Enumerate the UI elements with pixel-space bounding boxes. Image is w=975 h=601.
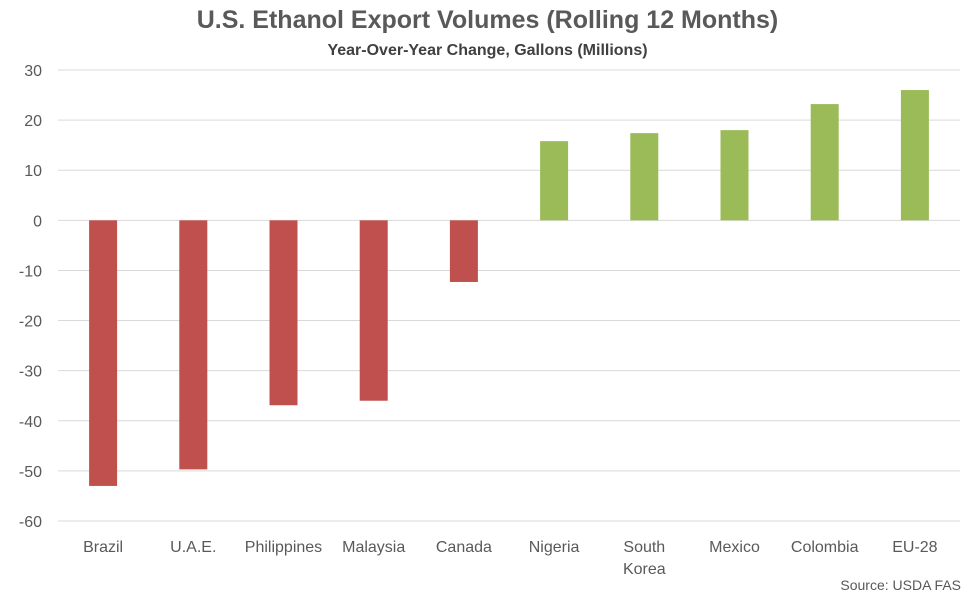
bar	[810, 104, 839, 221]
bars	[89, 90, 929, 486]
y-tick-label: -10	[19, 263, 42, 280]
y-axis-ticks: 30 20 10 0 -10 -20 -30 -40 -50 -60	[19, 63, 42, 531]
x-category-label: Malaysia	[342, 539, 405, 556]
bar	[900, 90, 929, 221]
x-category-label: Brazil	[83, 539, 123, 556]
y-tick-label: 30	[24, 63, 42, 80]
chart-title: U.S. Ethanol Export Volumes (Rolling 12 …	[196, 6, 779, 34]
source-note: Source: USDA FAS	[840, 577, 961, 593]
bar	[540, 141, 569, 221]
bar	[449, 220, 478, 282]
x-category-label: Philippines	[245, 539, 322, 556]
x-category-label: EU-28	[892, 539, 937, 556]
grid-lines	[58, 69, 960, 522]
x-axis-categories: Brazil U.A.E. Philippines Malaysia Canada Nig…	[83, 539, 938, 578]
bar	[720, 130, 749, 221]
y-tick-label: 20	[24, 113, 42, 130]
y-tick-label: -30	[19, 364, 42, 381]
x-category-label: Canada	[436, 539, 492, 556]
bar	[179, 220, 208, 470]
x-category-label: South Korea	[623, 539, 666, 578]
bar	[269, 220, 298, 406]
y-tick-label: -40	[19, 414, 42, 431]
chart-subtitle: Year-Over-Year Change, Gallons (Millions…	[327, 42, 648, 59]
y-tick-label: 10	[24, 163, 42, 180]
y-tick-label: -50	[19, 464, 42, 481]
y-tick-label: 0	[33, 213, 42, 230]
x-category-label: Nigeria	[529, 539, 580, 556]
y-tick-label: -20	[19, 314, 42, 331]
x-category-label: U.A.E.	[170, 539, 216, 556]
y-tick-label: -60	[19, 514, 42, 531]
x-category-label: Colombia	[791, 539, 859, 556]
bar	[359, 220, 388, 401]
bar	[89, 220, 118, 486]
bar	[630, 133, 659, 221]
x-category-label: Mexico	[709, 539, 760, 556]
